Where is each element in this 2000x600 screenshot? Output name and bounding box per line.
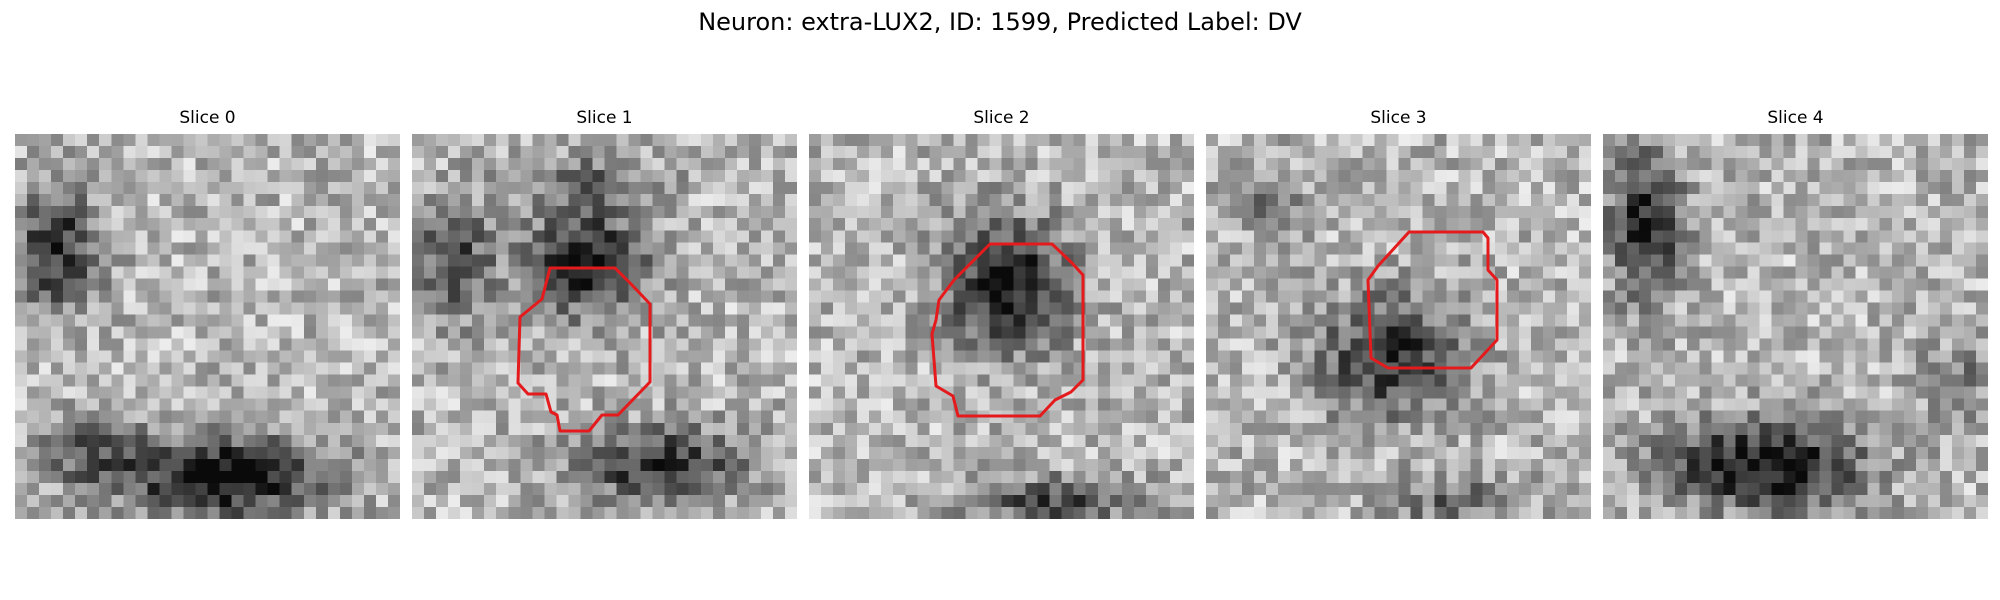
grayscale-pixel-grid (412, 134, 797, 519)
slice-panel-2: Slice 2 (809, 108, 1194, 519)
slice-panel-0: Slice 0 (15, 108, 400, 519)
grayscale-pixel-grid (1603, 134, 1988, 519)
slice-title: Slice 4 (1767, 108, 1824, 128)
slice-image (809, 134, 1194, 519)
slice-title: Slice 3 (1370, 108, 1427, 128)
contour-overlay (516, 266, 652, 433)
slice-panel-4: Slice 4 (1603, 108, 1988, 519)
roi-contour (930, 242, 1085, 418)
roi-contour (1366, 230, 1499, 370)
slice-title: Slice 0 (179, 108, 236, 128)
slice-image (15, 134, 400, 519)
slice-image (412, 134, 797, 519)
roi-contour (516, 266, 652, 433)
contour-overlay (1366, 230, 1499, 370)
slice-image (1603, 134, 1988, 519)
grayscale-pixel-grid (809, 134, 1194, 519)
grayscale-pixel-grid (1206, 134, 1591, 519)
grayscale-pixel-grid (15, 134, 400, 519)
slice-image (1206, 134, 1591, 519)
slice-title: Slice 1 (576, 108, 633, 128)
contour-overlay (930, 242, 1085, 418)
slice-panel-3: Slice 3 (1206, 108, 1591, 519)
slice-title: Slice 2 (973, 108, 1030, 128)
slice-panel-1: Slice 1 (412, 108, 797, 519)
figure-title: Neuron: extra-LUX2, ID: 1599, Predicted … (698, 8, 1302, 36)
